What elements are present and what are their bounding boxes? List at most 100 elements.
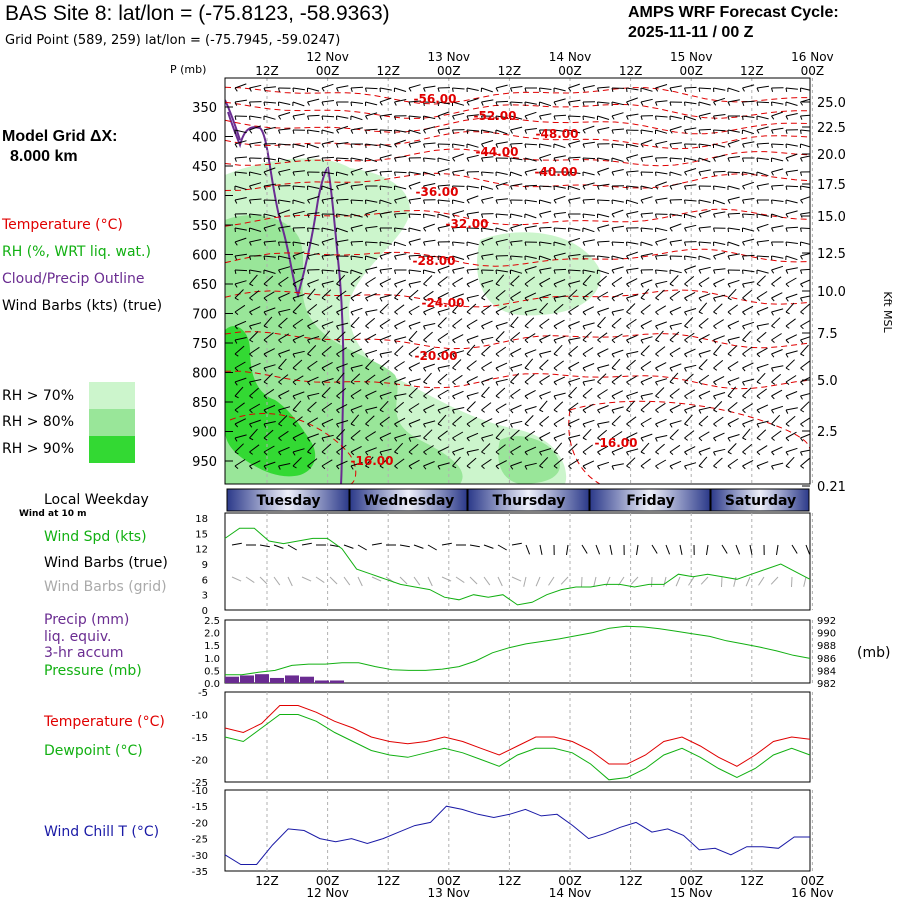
wind-barb-flag: [713, 311, 718, 315]
wind-barb: [408, 115, 421, 118]
wind-barb-flag: [684, 171, 688, 176]
wind-barb: [452, 359, 462, 369]
wind-barb: [234, 320, 247, 327]
wind-barb-flag: [379, 283, 384, 288]
temperature-contour-label: -48.00: [536, 127, 579, 141]
wind-barb-flag: [597, 129, 600, 134]
wind-barb: [597, 373, 607, 383]
wind-chill-panel-frame: [224, 789, 811, 872]
wind-barb: [713, 401, 723, 411]
wind-barb: [336, 269, 349, 273]
weekday-label: Friday: [626, 493, 675, 509]
wind-barb-flag: [466, 101, 470, 106]
wind-barb: [249, 141, 262, 145]
wind-barb-flag: [379, 115, 383, 120]
wind-barb: [524, 430, 536, 439]
wind-barb-flag: [539, 451, 543, 456]
wind-barb-flag: [408, 297, 413, 301]
wind-barb-flag: [524, 185, 527, 190]
wind-barb-flag: [452, 283, 456, 288]
wind-barb: [655, 459, 667, 467]
temperature-contour: [568, 409, 601, 484]
wind-barb: [249, 227, 262, 232]
wind-barb: [655, 197, 668, 201]
wind-barb-flag: [408, 255, 411, 260]
wind-barb-flag: [742, 339, 747, 343]
wind-barb: [379, 416, 390, 425]
kft-tick-label: 0.21: [817, 480, 846, 495]
wind-barb-flag: [640, 157, 644, 162]
wind-barb-true: [636, 544, 639, 555]
wind-barb: [713, 185, 726, 189]
page-title: BAS Site 8: lat/lon = (-75.8123, -58.936…: [5, 2, 390, 25]
wind-barb-flag: [350, 283, 355, 287]
wind-barb-flag: [307, 227, 309, 232]
wind-barb: [234, 185, 247, 190]
wind-barb: [597, 307, 609, 313]
wind-barb-flag: [408, 101, 411, 106]
wind-barb-flag: [408, 311, 413, 316]
wind-barb-flag: [727, 213, 730, 218]
wind-barb: [539, 293, 552, 299]
wind-barb-flag: [553, 297, 557, 302]
wind-barb: [742, 387, 752, 397]
wind-barb-flag: [698, 185, 701, 191]
wind-barb: [669, 306, 682, 313]
wind-barb-flag: [307, 339, 311, 344]
wind-barb: [292, 448, 305, 453]
wind-barb: [437, 317, 447, 327]
wind-barb: [365, 358, 375, 369]
wind-barb-true: [581, 544, 588, 554]
temperature-contour: [225, 248, 810, 267]
wind-barb-flag: [249, 465, 253, 470]
wind-barb-flag: [698, 143, 700, 149]
wind-barb-flag: [481, 381, 485, 386]
wind-barb: [336, 171, 349, 176]
wind-chill-tick-label: -20: [192, 818, 208, 829]
wind-barb: [452, 226, 465, 229]
wind-barb-grid: [688, 576, 695, 586]
wind-barb-flag: [292, 353, 296, 358]
wind-barb-flag: [742, 101, 745, 106]
wind-barb-flag: [481, 339, 484, 344]
wind-barb-flag: [350, 171, 354, 176]
wind-barb: [307, 417, 319, 425]
wind-barb: [336, 429, 346, 439]
wind-barb-flag: [452, 339, 456, 344]
wind-barb-flag: [423, 143, 426, 148]
wind-barb-flag: [684, 325, 689, 329]
wind-barb-flag: [292, 297, 296, 302]
wind-barb-flag: [727, 367, 732, 372]
wind-barb-flag: [408, 87, 412, 92]
wind-barb-flag: [350, 241, 353, 246]
wind-barb: [524, 349, 537, 355]
wind-barb: [510, 445, 522, 453]
wind-barb-flag: [553, 255, 557, 260]
wind-barb-flag: [655, 423, 659, 428]
wind-barb-flag: [510, 409, 514, 414]
wind-barb: [785, 431, 797, 439]
wind-barb: [336, 142, 349, 145]
wind-barb-flag: [481, 255, 484, 260]
wind-barb-flag: [336, 395, 341, 399]
wind-barb-flag: [408, 199, 412, 204]
wind-barb-flag: [539, 367, 544, 371]
wind-barb: [263, 86, 276, 89]
wind-barb-flag: [669, 451, 674, 455]
wind-barb-flag: [495, 101, 498, 106]
wind-barb-flag: [640, 311, 645, 315]
wind-barb-flag: [365, 423, 370, 427]
wind-barb-flag: [350, 395, 355, 400]
wind-barb: [655, 238, 668, 243]
wind-barb-flag: [321, 311, 326, 316]
wind-barb-flag: [756, 297, 761, 301]
wind-barb: [292, 416, 303, 425]
wind-barb-flag: [437, 423, 442, 427]
wind-barb: [481, 129, 494, 133]
wind-barb-flag: [437, 241, 440, 246]
wind-barb-flag: [495, 465, 500, 470]
wind-barb-flag: [785, 437, 790, 442]
wind-barb: [466, 185, 479, 189]
wind-barb-flag: [495, 339, 500, 343]
wind-barb: [452, 241, 465, 244]
